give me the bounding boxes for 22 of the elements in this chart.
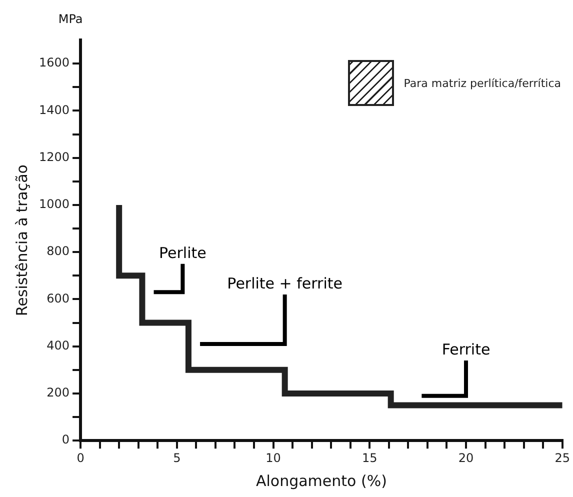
y-tick-label: 1400 <box>38 102 70 117</box>
y-tick-label: 1600 <box>38 56 70 70</box>
x-tick-label: 15 <box>362 450 378 465</box>
series-label: Ferrite <box>442 340 490 358</box>
series-label: Perlite <box>159 244 206 262</box>
x-tick-label: 20 <box>458 450 474 465</box>
y-tick-label: 0 <box>62 432 70 447</box>
y-tick-label: 600 <box>46 291 70 306</box>
y-tick-label: 200 <box>46 386 70 400</box>
y-axis-title: Resistência à tração <box>12 164 31 316</box>
series-label: Perlite + ferrite <box>227 274 342 292</box>
x-tick-label: 0 <box>76 450 84 465</box>
y-tick-label: 400 <box>46 338 70 352</box>
y-tick-label: 1200 <box>38 150 70 164</box>
text: MPa <box>58 12 83 26</box>
x-tick-label: 5 <box>173 450 181 465</box>
text: Para matriz perlítica/ferrítica <box>404 76 561 90</box>
x-tick-label: 25 <box>554 450 570 465</box>
x-axis-title: Alongamento (%) <box>256 472 387 490</box>
y-tick-label: 800 <box>46 244 70 258</box>
x-tick-label: 10 <box>266 450 281 465</box>
y-tick-label: 1000 <box>38 197 70 212</box>
